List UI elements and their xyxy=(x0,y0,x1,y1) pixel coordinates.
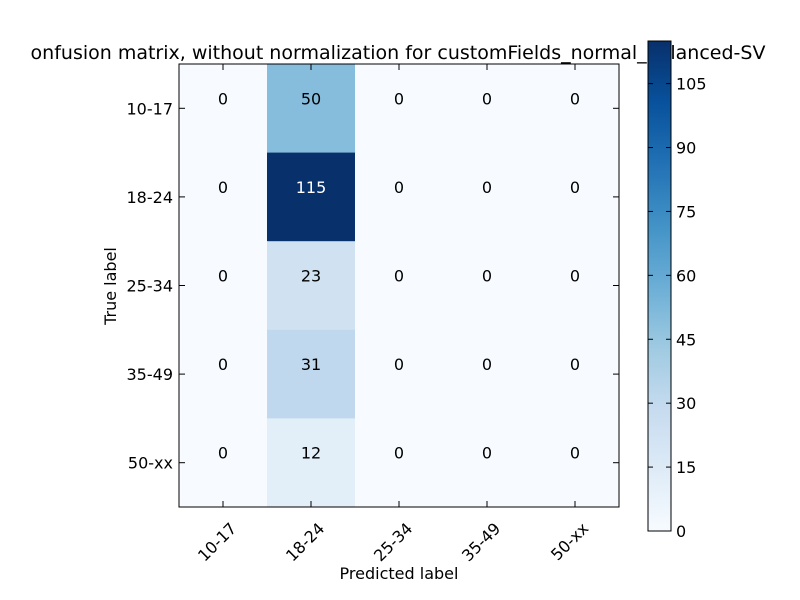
heatmap-cell xyxy=(179,418,268,508)
heatmap-cell xyxy=(443,64,532,154)
y-tick-label: 50-xx xyxy=(128,454,173,473)
heatmap-cells: 0 50 0 0 0 0 115 0 0 0 0 23 0 0 0 0 31 0 0 0 0 12 0 0 0 xyxy=(179,64,620,508)
cell-value-label: 0 xyxy=(218,355,228,374)
y-tick-label: 25-34 xyxy=(127,277,174,296)
heatmap-cell xyxy=(531,152,620,242)
cell-value-label: 0 xyxy=(394,89,404,108)
heatmap-cell xyxy=(267,241,356,331)
colorbar-ticks: 0 15 30 45 60 75 90 105 xyxy=(648,75,707,541)
cell-value-label: 0 xyxy=(218,178,228,197)
cell-value-label: 0 xyxy=(570,444,580,463)
heatmap-cell xyxy=(443,241,532,331)
heatmap-cell xyxy=(267,152,356,242)
heatmap-cell xyxy=(179,241,268,331)
cell-value-label: 0 xyxy=(482,89,492,108)
colorbar-tick-label: 30 xyxy=(676,394,696,413)
heatmap-cell xyxy=(179,329,268,419)
cell-value-label: 0 xyxy=(482,178,492,197)
heatmap-cell xyxy=(355,329,444,419)
cell-value-label: 31 xyxy=(301,355,321,374)
heatmap-cell xyxy=(179,64,268,154)
colorbar-frame xyxy=(647,40,672,532)
x-axis-label: Predicted label xyxy=(340,564,459,583)
x-tick-label: 18-24 xyxy=(282,519,328,565)
cell-value-label: 0 xyxy=(394,444,404,463)
cell-value-label: 0 xyxy=(394,267,404,286)
heatmap-cell xyxy=(531,241,620,331)
colorbar-tick-label: 15 xyxy=(676,458,696,477)
heatmap-cell xyxy=(355,241,444,331)
cell-value-label: 50 xyxy=(301,89,321,108)
colorbar-tick-label: 0 xyxy=(676,522,686,541)
cell-value-label: 0 xyxy=(482,444,492,463)
colorbar-tick-label: 45 xyxy=(676,330,696,349)
heatmap-cell xyxy=(355,64,444,154)
cell-value-label: 0 xyxy=(570,89,580,108)
heatmap-cell xyxy=(443,152,532,242)
x-tick-label: 50-xx xyxy=(547,519,592,564)
cell-value-label: 12 xyxy=(301,444,321,463)
cell-value-label: 0 xyxy=(218,444,228,463)
cell-value-label: 0 xyxy=(482,355,492,374)
cell-value-label: 0 xyxy=(218,267,228,286)
chart-title: onfusion matrix, without normalization f… xyxy=(31,42,766,64)
cell-value-label: 0 xyxy=(394,355,404,374)
y-tick-label: 18-24 xyxy=(127,188,174,207)
cell-value-label: 0 xyxy=(570,355,580,374)
x-tick-label: 10-17 xyxy=(194,519,240,565)
x-tick-label: 35-49 xyxy=(458,519,504,565)
colorbar-tick-label: 60 xyxy=(676,266,696,285)
colorbar-tick-label: 90 xyxy=(676,139,696,158)
colorbar-tick-label: 105 xyxy=(676,75,707,94)
y-tick-label: 10-17 xyxy=(127,99,174,118)
heatmap-cell xyxy=(531,418,620,508)
y-axis-ticks: 10-17 18-24 25-34 35-49 50-xx xyxy=(127,99,619,473)
colorbar-tick-label: 75 xyxy=(676,202,696,221)
heatmap-cell xyxy=(531,64,620,154)
heatmap-cell xyxy=(179,152,268,242)
cell-value-label: 115 xyxy=(296,178,327,197)
cell-value-label: 23 xyxy=(301,267,321,286)
cell-value-label: 0 xyxy=(570,267,580,286)
colorbar xyxy=(648,41,671,531)
cell-value-label: 0 xyxy=(482,267,492,286)
cell-value-label: 0 xyxy=(394,178,404,197)
x-tick-label: 25-34 xyxy=(370,519,416,565)
heatmap-cell xyxy=(355,152,444,242)
cell-value-label: 0 xyxy=(570,178,580,197)
heatmap-cell xyxy=(443,418,532,508)
y-axis-label: True label xyxy=(101,247,120,326)
heatmap-cell xyxy=(531,329,620,419)
y-tick-label: 35-49 xyxy=(127,365,174,384)
heatmap-cell xyxy=(443,329,532,419)
heatmap-cell xyxy=(267,64,356,154)
cell-value-label: 0 xyxy=(218,89,228,108)
heatmap-cell xyxy=(355,418,444,508)
heatmap-cell xyxy=(267,329,356,419)
heatmap-cell xyxy=(267,418,356,508)
